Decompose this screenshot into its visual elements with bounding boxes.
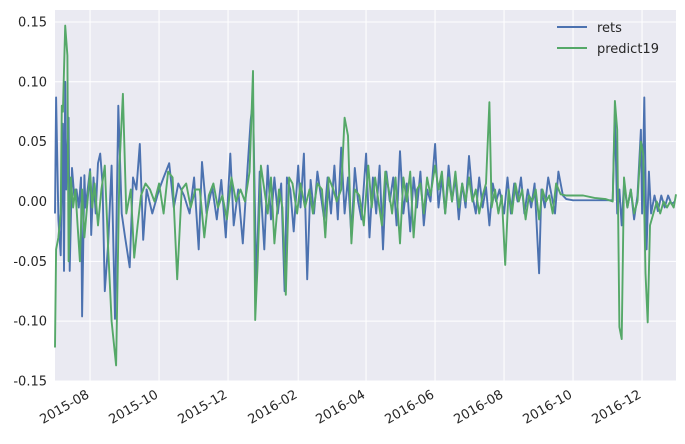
legend: rets predict19 (557, 21, 659, 57)
y-tick-label: 0.05 (18, 135, 47, 150)
x-tick-label: 2016-10 (521, 387, 576, 427)
legend-label-predict19: predict19 (597, 42, 659, 57)
x-axis-ticks: 2015-08 2015-10 2015-12 2016-02 2016-04 2016-… (38, 387, 645, 427)
series-line-predict19 (54, 24, 677, 367)
x-tick-label: 2015-12 (176, 387, 231, 427)
x-tick-label: 2016-08 (452, 387, 507, 427)
x-tick-label: 2015-08 (38, 387, 93, 427)
y-tick-label: 0.15 (18, 15, 47, 30)
y-tick-label: -0.05 (13, 255, 47, 270)
series-layer (54, 24, 677, 367)
y-tick-label: 0.10 (18, 75, 47, 90)
x-tick-label: 2016-02 (246, 387, 301, 427)
x-tick-label: 2016-06 (383, 387, 438, 427)
x-tick-label: 2015-10 (107, 387, 162, 427)
x-tick-label: 2016-12 (590, 387, 645, 427)
y-tick-label: -0.10 (13, 315, 47, 330)
y-tick-label: 0.00 (18, 195, 47, 210)
y-axis-ticks: -0.15 -0.10 -0.05 0.00 0.05 0.10 0.15 (13, 15, 47, 389)
y-tick-label: -0.15 (13, 375, 47, 390)
legend-label-rets: rets (597, 21, 622, 36)
x-tick-label: 2016-04 (314, 387, 369, 427)
